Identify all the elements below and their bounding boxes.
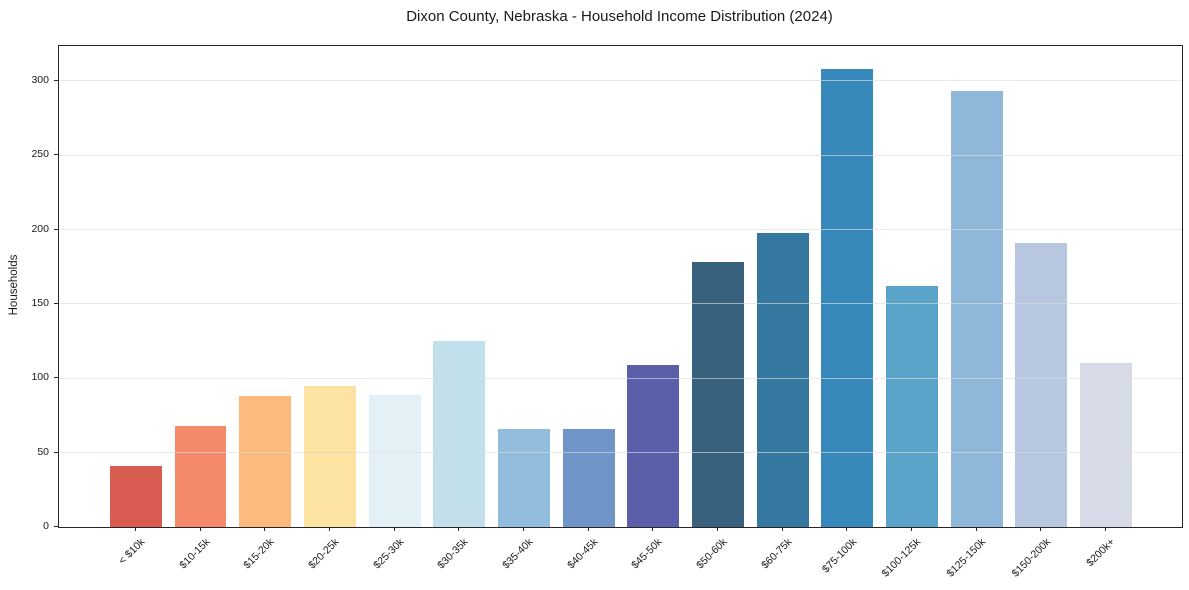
y-tick-label: 0: [43, 520, 49, 532]
x-tick-mark: [652, 527, 654, 531]
gridline: [59, 377, 1182, 379]
x-tick-mark: [393, 527, 395, 531]
x-tick-mark: [328, 527, 330, 531]
x-tick-label-text: $100-125k: [879, 536, 924, 580]
bar: [239, 396, 292, 527]
x-tick-label-text: $75-100k: [819, 536, 859, 576]
y-tick-mark: [54, 302, 58, 304]
bar: [368, 394, 421, 527]
bar: [692, 262, 744, 527]
plot-area: [58, 45, 1183, 528]
bar: [304, 385, 356, 527]
x-tick-mark: [522, 527, 524, 531]
bar: [433, 341, 486, 527]
y-tick-mark: [54, 377, 58, 379]
x-tick-mark: [134, 527, 136, 531]
bar: [1080, 363, 1132, 527]
bar: [627, 364, 680, 527]
x-tick-mark: [1105, 527, 1106, 531]
y-tick-mark: [54, 228, 58, 230]
y-tick-mark: [54, 154, 58, 156]
bar: [756, 232, 809, 527]
y-tick-label: 100: [31, 371, 49, 384]
y-tick-mark: [54, 526, 58, 527]
bar: [498, 428, 550, 527]
y-tick-mark: [54, 79, 58, 81]
bar: [950, 91, 1003, 527]
x-tick-mark: [781, 527, 783, 531]
gridline: [59, 229, 1182, 231]
x-tick-label-text: $60-75k: [758, 536, 795, 572]
x-tick-mark: [264, 527, 266, 531]
bar: [821, 69, 874, 527]
x-tick-mark: [846, 527, 848, 531]
x-tick-label-text: $125-150k: [944, 536, 989, 580]
x-tick-label-text: $150-200k: [1009, 536, 1053, 580]
x-tick-mark: [199, 527, 201, 531]
y-axis-label: Households: [8, 254, 20, 316]
y-tick-label: 300: [31, 73, 49, 86]
y-tick-label: 50: [37, 445, 49, 458]
bar: [886, 286, 938, 527]
x-tick-mark: [975, 527, 977, 531]
gridline: [59, 452, 1182, 454]
x-tick-mark: [911, 527, 912, 531]
x-tick-label-text: $35-40k: [500, 536, 536, 572]
bar: [562, 428, 615, 527]
x-tick-label-text: $45-50k: [629, 536, 665, 572]
x-tick-label-text: $10-15k: [176, 536, 213, 572]
x-tick-mark: [1040, 527, 1042, 531]
y-tick-label: 150: [31, 296, 49, 309]
gridline: [59, 80, 1182, 82]
gridline: [59, 303, 1182, 305]
x-tick-label-text: $20-25k: [306, 536, 342, 572]
x-tick-mark: [587, 527, 589, 531]
y-tick-mark: [54, 451, 58, 453]
y-tick-label: 200: [31, 222, 49, 235]
x-tick-mark: [458, 527, 460, 531]
x-tick-label-text: $15-20k: [241, 536, 277, 572]
x-tick-label-text: $200k+: [1084, 536, 1118, 570]
bar: [174, 425, 227, 527]
y-tick-label: 250: [31, 148, 49, 161]
x-tick-label-text: $40-45k: [564, 536, 601, 572]
bar: [1015, 243, 1068, 527]
chart-title: Dixon County, Nebraska - Household Incom…: [406, 8, 833, 25]
x-tick-label-text: < $10k: [116, 536, 148, 567]
gridline: [59, 154, 1182, 156]
bar: [110, 466, 162, 527]
x-tick-mark: [716, 527, 718, 531]
x-tick-label-text: $50-60k: [694, 536, 730, 572]
x-tick-label-text: $30-35k: [435, 536, 471, 572]
x-tick-label-text: $25-30k: [370, 536, 407, 572]
